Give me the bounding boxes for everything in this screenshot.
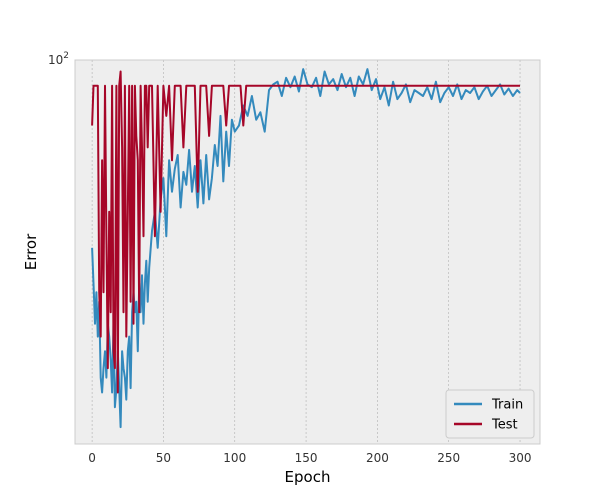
tick-labels: 0 50 100 150 200 250 300 102	[48, 51, 531, 465]
y-tick-exponent: 2	[63, 51, 69, 61]
x-tick-label: 50	[156, 451, 171, 465]
plot-frame	[74, 59, 541, 445]
y-tick-base: 10	[48, 53, 63, 67]
y-axis-label: Error	[22, 233, 40, 270]
x-tick-label: 150	[295, 451, 318, 465]
legend-box	[445, 389, 535, 439]
x-tick-label: 0	[88, 451, 96, 465]
y-tick-label: 102	[48, 51, 69, 67]
legend-label-test: Test	[491, 418, 518, 433]
series-line-test	[91, 70, 520, 394]
x-tick-label: 300	[509, 451, 532, 465]
x-tick-label: 250	[437, 451, 460, 465]
legend-label-train: Train	[491, 398, 523, 413]
plot-area	[74, 59, 541, 445]
x-axis-label: Epoch	[285, 468, 331, 486]
x-tick-label: 200	[366, 451, 389, 465]
x-tick-label: 100	[223, 451, 246, 465]
legend: Train Test	[445, 389, 535, 439]
series-line-train	[91, 68, 521, 429]
series-layer	[91, 68, 521, 429]
